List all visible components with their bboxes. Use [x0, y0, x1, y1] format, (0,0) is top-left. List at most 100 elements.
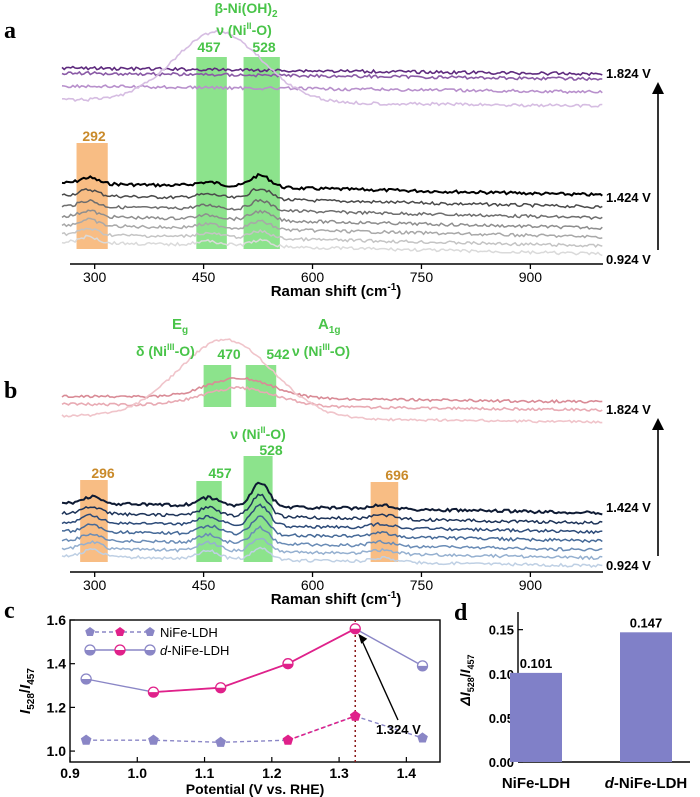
panel-d-plot: 0.101 0.147 NiFe-LDH d-NiFe-LDH: [502, 615, 687, 792]
band-696-region: [370, 482, 399, 562]
b-tick-label-600: 600: [301, 577, 325, 593]
b-tick-label-900: 900: [519, 577, 543, 593]
panel-b-spectra: [61, 338, 603, 568]
a-tick-label-450: 450: [192, 269, 216, 285]
b-tick-label-450: 450: [192, 577, 216, 593]
spectrum-b-low-1: [61, 493, 603, 525]
nu-niIII-o-label: ν (NiIII-O): [292, 342, 350, 359]
band-label-696: 696: [385, 467, 409, 483]
c-x-tick-label-1.1: 1.1: [195, 765, 215, 781]
panel-c-y-axis-label: I528/I457: [17, 668, 37, 714]
spectrum-a-low-2: [61, 198, 603, 221]
potential-low-a: 0.924 V: [606, 252, 651, 267]
series-nife-highlight: [287, 715, 356, 741]
panel-d: d 0.00 0.05 0.10 0.15 0.101 0.147 NiFe-LDH d-N…: [454, 600, 690, 792]
d-nife-point-fill-1: [148, 692, 159, 698]
spectrum-b-high-1: [61, 385, 603, 413]
c-x-tick-label-0.9: 0.9: [60, 765, 80, 781]
potential-low-b: 0.924 V: [606, 558, 651, 573]
band-label-296: 296: [91, 465, 115, 481]
band-470-region: [203, 365, 232, 407]
d-y-tick-label-1: 0.05: [489, 711, 514, 726]
potential-mid-b: 1.424 V: [606, 500, 651, 515]
potential-arrow-head-a: [652, 82, 664, 94]
legend-d-nife-marker-fill-1: [115, 650, 125, 655]
legend-nife-marker-right: [145, 627, 155, 636]
spectrum-b-low-5: [61, 537, 603, 561]
a1g-label: A1g: [318, 316, 341, 336]
spectrum-a-high-3: [62, 29, 603, 109]
spectrum-a-high-2: [61, 83, 603, 95]
band-296-region: [80, 480, 108, 562]
nu-niII-o-label-a: ν (NiII-O): [216, 21, 272, 38]
nife-point-3: [282, 734, 294, 745]
a-tick-label-300: 300: [83, 269, 107, 285]
series-d-nife-highlight: [153, 627, 356, 693]
c-annotation-arrow: [359, 636, 399, 721]
panel-a-spectra: [61, 29, 603, 257]
band-label-470: 470: [217, 346, 241, 362]
spectrum-a-high-1: [61, 70, 603, 82]
panel-d-letter: d: [454, 600, 468, 626]
c-y-tick-label-1.6: 1.6: [47, 612, 67, 628]
c-x-tick-label-1.2: 1.2: [262, 765, 282, 781]
c-y-tick-label-1.2: 1.2: [47, 699, 67, 715]
c-x-tick-label-1.4: 1.4: [397, 765, 417, 781]
d-nife-point-fill-3: [282, 663, 293, 669]
panel-a-x-axis-label: Raman shift (cm-1): [271, 282, 402, 300]
nu-niII-o-label-b: ν (NiII-O): [230, 425, 286, 442]
panel-b-bands: [80, 365, 399, 562]
panel-c-plot: [80, 620, 429, 762]
series-nife-line: [86, 715, 423, 744]
band-457-region: [196, 57, 227, 249]
spectrum-a-low-1: [61, 187, 603, 209]
c-annotation-arrow-head: [358, 633, 368, 644]
spectrum-b-low-0: [61, 481, 603, 516]
panel-b-letter: b: [4, 378, 17, 404]
peak-potential-annotation: 1.324 V: [376, 722, 421, 737]
delta-niIII-o-label: δ (NiIII-O): [136, 342, 195, 359]
spectrum-b-low-4: [61, 525, 603, 552]
spectrum-a-high-0: [61, 65, 603, 77]
spectrum-b-low-3: [61, 515, 603, 543]
spectrum-b-high-2: [61, 338, 603, 424]
potential-arrow-head-b: [652, 418, 664, 430]
d-nife-point-fill-4: [350, 628, 361, 634]
b-tick-label-750: 750: [410, 577, 434, 593]
d-bar-value-0: 0.101: [520, 656, 553, 671]
panel-c-letter: c: [4, 598, 15, 624]
band-label-292: 292: [82, 128, 106, 144]
spectrum-a-low-3: [61, 209, 603, 231]
nife-point-0: [80, 734, 92, 745]
legend-d-nife-marker-fill-2: [145, 650, 155, 655]
panel-c-axes: 0.9 1.0 1.1 1.2 1.3 1.4 1.0 1.2 1.4 1.6: [47, 612, 417, 781]
panel-c: c 0.9 1.0 1.1 1.2 1.3 1.4 1.0 1.2 1.4 1.6 Potenti…: [4, 598, 441, 797]
panel-a-x-ticks: 300 450 600 750 900: [83, 264, 542, 285]
panel-c-frame: [69, 619, 441, 763]
panel-c-x-axis-label: Potential (V vs. RHE): [186, 781, 324, 797]
panel-d-y-axis-label: ΔI528/I457: [457, 654, 476, 706]
spectrum-a-low-4: [61, 217, 603, 240]
b-tick-label-300: 300: [83, 577, 107, 593]
panel-a: a 300 450 600 750 900 Raman shift (cm-1) 292…: [4, 0, 664, 300]
eg-label: Eg: [172, 316, 188, 336]
spectrum-b-high-0: [61, 376, 603, 404]
spectrum-a-low-0: [61, 172, 603, 197]
d-nife-point-fill-0: [81, 678, 92, 684]
legend-nife-marker-mid: [115, 627, 125, 636]
nife-point-1: [148, 734, 159, 745]
d-bar-0: [510, 672, 562, 762]
d-y-tick-label-3: 0.15: [489, 623, 514, 638]
a-tick-label-750: 750: [410, 269, 434, 285]
d-nife-point-fill-5: [417, 665, 428, 671]
band-label-528: 528: [252, 39, 276, 55]
band-label-542: 542: [266, 346, 290, 362]
spectrum-a-low-6: [61, 234, 603, 257]
d-y-tick-label-2: 0.10: [489, 667, 514, 682]
d-bar-value-1: 0.147: [630, 615, 663, 630]
legend-d-nife-marker-fill-0: [85, 650, 95, 655]
panel-b: b 300 450 600 750 900 Raman shift (cm-1) Eg …: [4, 316, 664, 608]
potential-mid-a: 1.424 V: [606, 190, 651, 205]
c-x-tick-label-1: 1.0: [128, 765, 148, 781]
